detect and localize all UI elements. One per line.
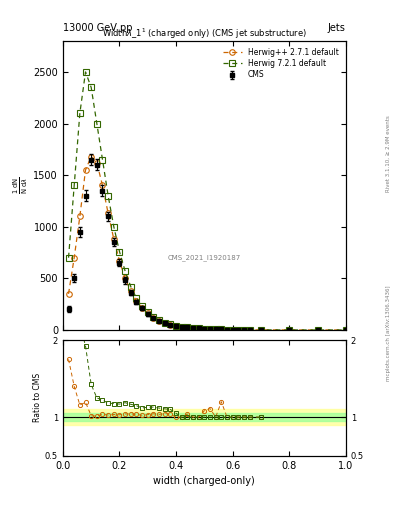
Herwig++ 2.7.1 default xyxy=(202,326,207,332)
Herwig++ 2.7.1 default xyxy=(77,214,82,220)
Herwig 7.2.1 default xyxy=(247,327,252,333)
Herwig 7.2.1 default xyxy=(123,268,127,274)
Herwig++ 2.7.1 default xyxy=(219,326,224,332)
Herwig 7.2.1 default xyxy=(191,325,195,331)
Herwig++ 2.7.1 default xyxy=(100,182,105,188)
Herwig 7.2.1 default xyxy=(77,110,82,116)
Herwig 7.2.1 default xyxy=(106,193,110,199)
Herwig++ 2.7.1 default xyxy=(225,327,230,333)
Herwig 7.2.1 default xyxy=(94,120,99,126)
Herwig++ 2.7.1 default xyxy=(83,167,88,173)
Herwig++ 2.7.1 default xyxy=(247,327,252,333)
Herwig++ 2.7.1 default xyxy=(179,324,184,330)
Herwig 7.2.1 default xyxy=(83,69,88,75)
Herwig 7.2.1 default xyxy=(174,323,178,329)
Herwig 7.2.1 default xyxy=(129,284,133,290)
Herwig++ 2.7.1 default xyxy=(185,324,190,330)
Herwig 7.2.1 default xyxy=(196,325,201,331)
Legend: Herwig++ 2.7.1 default, Herwig 7.2.1 default, CMS: Herwig++ 2.7.1 default, Herwig 7.2.1 def… xyxy=(220,45,342,82)
Herwig 7.2.1 default xyxy=(185,324,190,330)
Herwig++ 2.7.1 default xyxy=(174,323,178,329)
Herwig++ 2.7.1 default xyxy=(230,327,235,333)
Herwig 7.2.1 default xyxy=(168,321,173,327)
Herwig++ 2.7.1 default xyxy=(123,275,127,282)
Title: Width$\lambda$_1$^1$ (charged only) (CMS jet substructure): Width$\lambda$_1$^1$ (charged only) (CMS… xyxy=(102,27,307,41)
Herwig 7.2.1 default xyxy=(100,157,105,163)
Herwig 7.2.1 default xyxy=(242,327,246,333)
Herwig++ 2.7.1 default xyxy=(162,320,167,326)
Herwig++ 2.7.1 default xyxy=(94,160,99,166)
Herwig++ 2.7.1 default xyxy=(191,325,195,331)
Herwig++ 2.7.1 default xyxy=(287,327,292,333)
Herwig 7.2.1 default xyxy=(287,327,292,333)
Herwig++ 2.7.1 default xyxy=(140,305,145,311)
Text: Jets: Jets xyxy=(328,23,346,33)
Herwig 7.2.1 default xyxy=(315,327,320,333)
Herwig++ 2.7.1 default xyxy=(157,318,162,324)
Herwig++ 2.7.1 default xyxy=(72,254,77,261)
Herwig 7.2.1 default xyxy=(117,248,122,254)
Herwig++ 2.7.1 default xyxy=(129,288,133,294)
Text: mcplots.cern.ch [arXiv:1306.3436]: mcplots.cern.ch [arXiv:1306.3436] xyxy=(386,285,391,380)
Herwig 7.2.1 default xyxy=(66,254,71,261)
Herwig 7.2.1 default xyxy=(230,327,235,333)
Herwig 7.2.1 default xyxy=(145,309,150,315)
Herwig 7.2.1 default xyxy=(219,326,224,332)
Herwig++ 2.7.1 default xyxy=(236,327,241,333)
Herwig 7.2.1 default xyxy=(157,317,162,323)
Herwig 7.2.1 default xyxy=(202,326,207,332)
Herwig++ 2.7.1 default xyxy=(242,327,246,333)
Herwig 7.2.1 default xyxy=(236,327,241,333)
Herwig 7.2.1 default xyxy=(151,313,156,319)
Herwig 7.2.1 default xyxy=(343,327,348,333)
Herwig 7.2.1 default xyxy=(72,182,77,188)
Herwig 7.2.1 default xyxy=(140,303,145,309)
Herwig 7.2.1 default xyxy=(112,224,116,230)
Herwig 7.2.1 default xyxy=(225,327,230,333)
Herwig++ 2.7.1 default xyxy=(151,314,156,321)
Herwig++ 2.7.1 default xyxy=(106,210,110,217)
Herwig++ 2.7.1 default xyxy=(168,322,173,328)
Herwig 7.2.1 default xyxy=(134,295,139,301)
Herwig 7.2.1 default xyxy=(89,84,94,91)
Line: Herwig 7.2.1 default: Herwig 7.2.1 default xyxy=(66,69,349,333)
Text: CMS_2021_I1920187: CMS_2021_I1920187 xyxy=(168,254,241,261)
Y-axis label: Ratio to CMS: Ratio to CMS xyxy=(33,373,42,422)
Herwig++ 2.7.1 default xyxy=(343,327,348,333)
Herwig++ 2.7.1 default xyxy=(196,325,201,331)
Herwig++ 2.7.1 default xyxy=(213,326,218,332)
Line: Herwig++ 2.7.1 default: Herwig++ 2.7.1 default xyxy=(66,154,349,333)
Herwig++ 2.7.1 default xyxy=(145,310,150,316)
Y-axis label: $\frac{1}{\mathrm{N}}\frac{\mathrm{d}\mathrm{N}}{\mathrm{d}\lambda}$: $\frac{1}{\mathrm{N}}\frac{\mathrm{d}\ma… xyxy=(12,177,31,195)
Herwig 7.2.1 default xyxy=(259,327,263,333)
Herwig++ 2.7.1 default xyxy=(117,258,122,264)
Herwig 7.2.1 default xyxy=(213,326,218,332)
Herwig++ 2.7.1 default xyxy=(259,327,263,333)
Herwig 7.2.1 default xyxy=(162,319,167,326)
Herwig++ 2.7.1 default xyxy=(208,326,212,332)
Herwig 7.2.1 default xyxy=(208,326,212,332)
Herwig 7.2.1 default xyxy=(179,324,184,330)
Text: Rivet 3.1.10, ≥ 2.9M events: Rivet 3.1.10, ≥ 2.9M events xyxy=(386,115,391,192)
Herwig++ 2.7.1 default xyxy=(112,236,116,242)
Herwig++ 2.7.1 default xyxy=(89,154,94,160)
Herwig++ 2.7.1 default xyxy=(66,291,71,297)
Herwig++ 2.7.1 default xyxy=(315,327,320,333)
Herwig++ 2.7.1 default xyxy=(134,298,139,304)
Bar xyxy=(63,410,346,425)
X-axis label: width (charged-only): width (charged-only) xyxy=(154,476,255,486)
Text: 13000 GeV pp: 13000 GeV pp xyxy=(63,23,132,33)
Bar xyxy=(63,413,346,421)
